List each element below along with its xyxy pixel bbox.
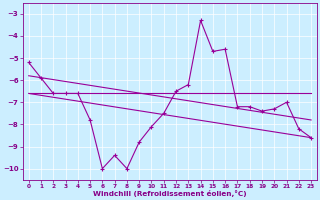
X-axis label: Windchill (Refroidissement éolien,°C): Windchill (Refroidissement éolien,°C)	[93, 190, 247, 197]
